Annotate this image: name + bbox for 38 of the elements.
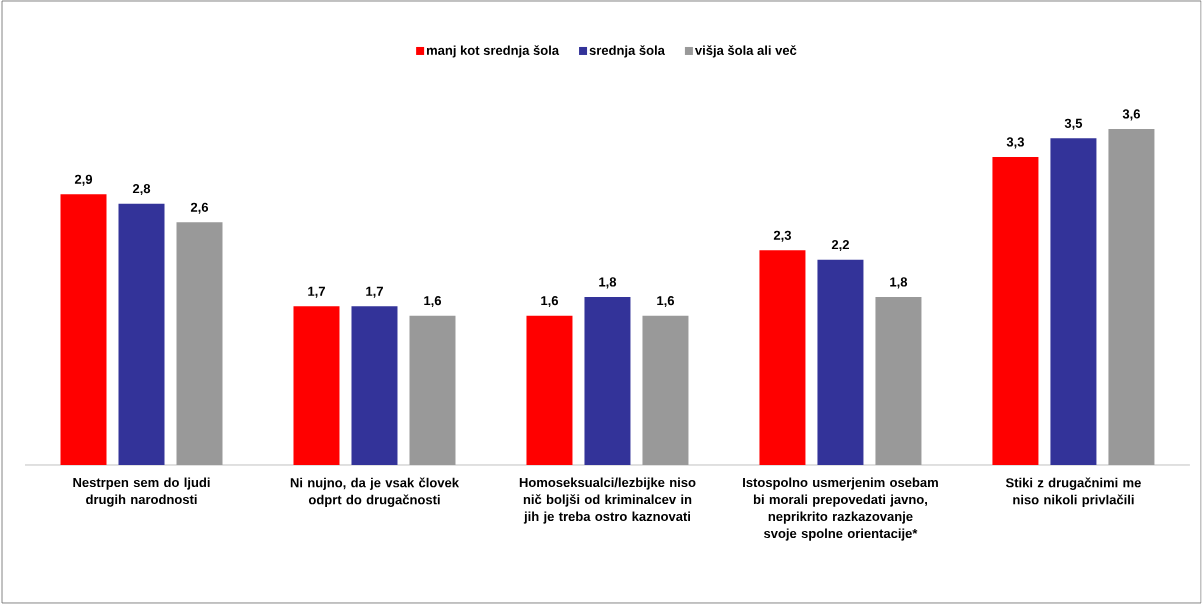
bar (817, 259, 864, 465)
bar (526, 315, 573, 465)
bar (992, 156, 1039, 465)
data-label: 3,6 (1122, 109, 1141, 121)
data-label: 1,7 (308, 286, 325, 298)
data-label: 2,3 (773, 230, 792, 242)
x-tick-label: Istospolno usmerjenim osebam bi morali prepovedati javno, neprikrito razkazovanje svoje spolne orientacije* (743, 477, 938, 541)
bar (118, 203, 165, 465)
data-label: 2,2 (831, 240, 849, 252)
data-label: 2,6 (190, 202, 209, 214)
legend-label: manj kot srednja šola (426, 45, 560, 58)
data-label: 2,9 (74, 174, 93, 186)
bar (584, 296, 631, 465)
x-tick-label: Nestrpen sem do ljudi drugih narodnosti (73, 477, 210, 507)
bar (1050, 138, 1097, 465)
bar (642, 315, 689, 465)
bar (176, 222, 223, 465)
bar (875, 296, 922, 465)
data-label: 1,6 (541, 296, 559, 308)
legend-label: srednja šola (589, 45, 665, 58)
data-label: 1,7 (366, 286, 383, 298)
data-label: 1,6 (657, 296, 675, 308)
data-label: 2,8 (132, 184, 151, 196)
data-label: 3,3 (1006, 137, 1025, 149)
bar (293, 306, 340, 465)
x-tick-label: Stiki z drugačnimi me niso nikoli privlačili (1005, 477, 1141, 507)
bar (60, 194, 107, 465)
data-label: 1,8 (890, 277, 908, 289)
legend-label: višja šola ali več (694, 45, 797, 58)
data-label: 1,6 (424, 296, 442, 308)
data-label: 1,8 (599, 277, 617, 289)
bar (351, 306, 398, 465)
x-tick-label: Homoseksualci/lezbijke niso nič boljši od kriminalcev in jih je treba ostro kaznovati (519, 477, 696, 524)
data-label: 3,5 (1064, 118, 1083, 130)
bar (409, 315, 456, 465)
x-tick-label: Ni nujno, da je vsak človek odprt do drugačnosti (290, 477, 460, 507)
bar (759, 250, 806, 465)
bar (1108, 128, 1155, 465)
